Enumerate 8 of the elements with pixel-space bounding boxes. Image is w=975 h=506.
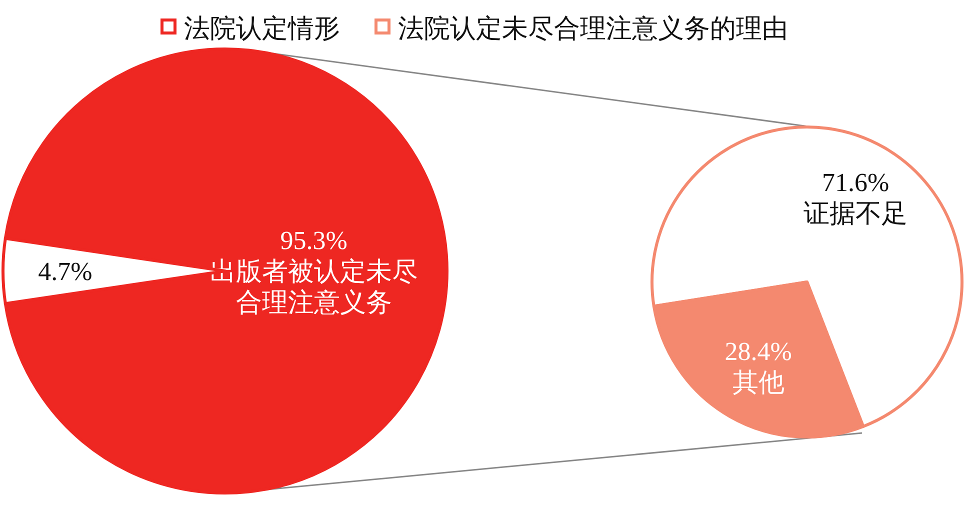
legend-label: 法院认定情形 — [184, 14, 340, 43]
data-label: 4.7% — [38, 257, 92, 286]
slice-label: 其他 — [732, 368, 784, 398]
data-label: 95.3% — [280, 226, 348, 255]
data-label: 71.6% — [822, 168, 890, 197]
legend-label: 法院认定未尽合理注意义务的理由 — [398, 14, 788, 43]
data-label: 28.4% — [724, 337, 792, 366]
slice-label: 证据不足 — [804, 198, 908, 228]
